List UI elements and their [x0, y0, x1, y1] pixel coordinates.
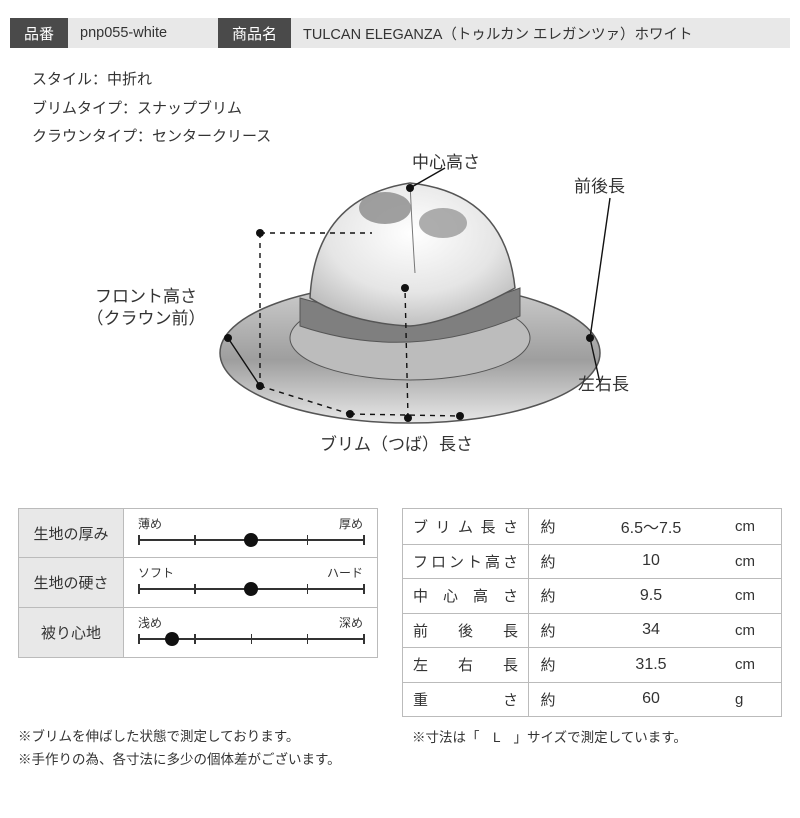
measurement-value: 10 [567, 552, 735, 570]
slider-table: 生地の厚み薄め 厚め生地の硬さソフト ハード被り心地浅め 深め [18, 508, 378, 717]
measurement-approx: 約 [529, 620, 567, 641]
code-label: 品番 [10, 18, 68, 48]
label-front-height-2: （クラウン前） [87, 309, 206, 328]
spec-brim-type: ブリムタイプ：スナップブリム [32, 95, 800, 124]
slider-row: 被り心地浅め 深め [18, 608, 378, 658]
product-header: 品番 pnp055-white 商品名 TULCAN ELEGANZA（トゥルカ… [10, 18, 790, 48]
footnote-left-2: ※手作りの為、各寸法に多少の個体差がございます。 [18, 749, 388, 772]
measurement-row: 左右長約31.5cm [403, 647, 781, 682]
measurement-label: 中心高さ [413, 585, 518, 606]
label-left-right: 左右長 [578, 374, 629, 396]
measurement-unit: cm [735, 656, 781, 673]
measurement-table: ブリム長さ約6.5～7.5cmフロント高さ約10cm中心高さ約9.5cm前後長約… [402, 508, 782, 717]
measurement-label: 左右長 [413, 654, 518, 675]
code-value: pnp055-white [68, 18, 218, 48]
measurement-value: 34 [567, 621, 735, 639]
footnote-left-1: ※ブリムを伸ばした状態で測定しております。 [18, 726, 388, 749]
slider-row: 生地の硬さソフト ハード [18, 558, 378, 608]
measurement-unit: g [735, 691, 781, 708]
footnote-right: ※寸法は「 L 」サイズで測定しています。 [412, 726, 782, 746]
measurement-value: 9.5 [567, 587, 735, 605]
slider-track: 浅め 深め [124, 608, 377, 657]
measurement-approx: 約 [529, 585, 567, 606]
measurement-approx: 約 [529, 551, 567, 572]
measurement-row: ブリム長さ約6.5～7.5cm [403, 509, 781, 544]
slider-name: 生地の硬さ [19, 558, 124, 607]
label-center-height: 中心高さ [412, 152, 480, 174]
slider-name: 生地の厚み [19, 509, 124, 557]
hat-diagram: 中心高さ 前後長 フロント高さ （クラウン前） 左右長 ブリム（つば）長さ [140, 138, 660, 478]
measurement-unit: cm [735, 518, 781, 535]
measurement-row: 重さ約60g [403, 682, 781, 717]
label-front-back: 前後長 [574, 176, 625, 198]
measurement-unit: cm [735, 587, 781, 604]
measurement-label: ブリム長さ [413, 516, 518, 537]
measurement-unit: cm [735, 553, 781, 570]
name-label: 商品名 [218, 18, 291, 48]
slider-row: 生地の厚み薄め 厚め [18, 508, 378, 558]
slider-low: 薄め [138, 515, 162, 532]
slider-name: 被り心地 [19, 608, 124, 657]
slider-high: 厚め [339, 515, 363, 532]
measurement-approx: 約 [529, 516, 567, 537]
slider-track: 薄め 厚め [124, 509, 377, 557]
footnotes: ※ブリムを伸ばした状態で測定しております。 ※手作りの為、各寸法に多少の個体差が… [18, 726, 782, 772]
measurement-approx: 約 [529, 689, 567, 710]
slider-knob [165, 632, 179, 646]
label-front-height-1: フロント高さ [95, 287, 197, 306]
slider-knob [244, 582, 258, 596]
label-brim-length: ブリム（つば）長さ [320, 434, 473, 456]
slider-low: 浅め [138, 614, 162, 631]
spec-style: スタイル：中折れ [32, 66, 800, 95]
measurement-row: 中心高さ約9.5cm [403, 578, 781, 613]
measurement-value: 6.5～7.5 [567, 514, 735, 538]
measurement-label: 前後長 [413, 620, 518, 641]
measurement-row: 前後長約34cm [403, 613, 781, 648]
slider-track: ソフト ハード [124, 558, 377, 607]
name-value: TULCAN ELEGANZA（トゥルカン エレガンツァ）ホワイト [291, 18, 790, 48]
measurement-row: フロント高さ約10cm [403, 544, 781, 579]
slider-low: ソフト [138, 564, 174, 581]
measurement-unit: cm [735, 622, 781, 639]
measurement-value: 31.5 [567, 656, 735, 674]
measurement-value: 60 [567, 690, 735, 708]
measurement-approx: 約 [529, 654, 567, 675]
measurement-label: 重さ [413, 689, 518, 710]
measurement-label: フロント高さ [413, 551, 518, 572]
slider-knob [244, 533, 258, 547]
slider-high: 深め [339, 614, 363, 631]
slider-high: ハード [327, 564, 363, 581]
